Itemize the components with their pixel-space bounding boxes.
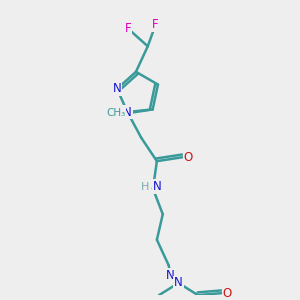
Text: O: O [223,287,232,300]
Text: N: N [152,180,161,193]
Text: N: N [174,277,183,290]
Text: O: O [184,151,193,164]
Text: N: N [113,82,122,95]
Text: CH₃: CH₃ [106,108,125,118]
Text: H: H [141,182,149,192]
Text: N: N [123,106,132,118]
Text: F: F [152,18,159,31]
Text: F: F [125,22,131,35]
Text: N: N [166,268,175,282]
